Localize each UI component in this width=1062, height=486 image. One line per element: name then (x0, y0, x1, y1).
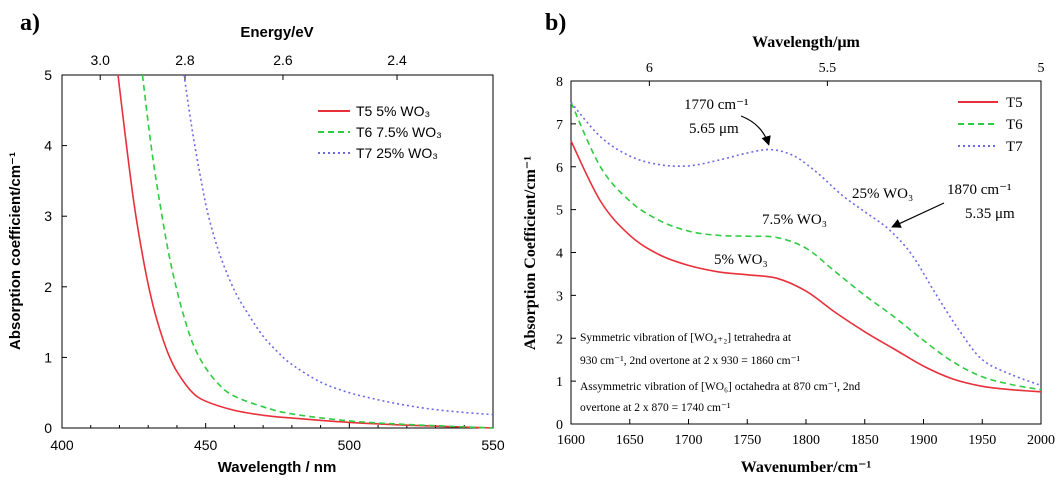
top-tick-label: 6 (646, 61, 653, 76)
x-tick-label: 1750 (733, 433, 761, 448)
x-tick-label: 1900 (910, 433, 938, 448)
annotation-1870-arrow (891, 202, 945, 228)
legend-label-1: T5 5% WO₃ (356, 103, 430, 119)
x-tick-label: 1600 (557, 433, 585, 448)
annotation-25pct: 25% WO₃ (852, 186, 913, 202)
y-tick-label: 1 (44, 349, 52, 365)
chart-b-xlabel: Wavenumber/cm⁻¹ (741, 459, 872, 476)
y-tick-label: 0 (556, 418, 563, 433)
y-tick-label: 4 (556, 247, 563, 262)
top-tick-label: 2.8 (175, 52, 195, 68)
x-tick-label: 1800 (792, 433, 820, 448)
y-tick-label: 8 (556, 75, 563, 90)
annotation-1870-line2: 5.35 μm (965, 206, 1015, 222)
x-tick-label: 1650 (616, 433, 644, 448)
x-tick-label: 550 (481, 437, 505, 453)
y-tick-label: 6 (556, 161, 563, 176)
x-tick-label: 1850 (851, 433, 879, 448)
series-line-2 (570, 102, 1042, 391)
x-tick-label: 1700 (675, 433, 703, 448)
y-tick-label: 5 (556, 204, 563, 219)
y-tick-label: 2 (556, 332, 563, 347)
chart-b-annotations: 1770 cm⁻¹ 5.65 μm 1870 cm⁻¹ 5.35 μm 25% WO₃ 7… (580, 97, 1015, 414)
chart-b-series (570, 101, 1042, 393)
x-tick-label: 450 (194, 437, 218, 453)
series-line-3 (183, 74, 494, 416)
chart-a-series (117, 74, 494, 429)
chart-a-top-axis-label: Energy/eV (240, 24, 313, 41)
note-symmetric-line2: 930 cm⁻¹, 2nd overtone at 2 x 930 = 1860… (580, 355, 801, 367)
y-tick-label: 2 (44, 279, 52, 295)
x-tick-label: 2000 (1027, 433, 1055, 448)
top-tick-label: 2.6 (273, 52, 293, 68)
chart-b-plot-frame (570, 80, 1042, 425)
y-tick-label: 3 (44, 208, 52, 224)
series-line-3 (570, 101, 1042, 387)
legend-label-2: T6 7.5% WO₃ (356, 124, 442, 140)
top-tick-label: 2.4 (387, 52, 407, 68)
legend-label-2: T6 (1006, 117, 1023, 133)
annotation-1870-line1: 1870 cm⁻¹ (947, 182, 1012, 198)
chart-a-plot-frame (61, 74, 494, 429)
annotation-5pct: 5% WO₃ (714, 252, 768, 268)
legend-label-3: T7 (1006, 139, 1023, 155)
note-asymmetric-line1: Assymmetric vibration of [WO₆] octahedra… (580, 381, 860, 393)
chart-b-ylabel: Absorption Coefficient/cm⁻¹ (522, 156, 539, 350)
y-tick-label: 4 (44, 138, 52, 154)
annotation-1770-arrow (740, 115, 771, 146)
y-tick-label: 1 (556, 375, 563, 390)
top-tick-label: 5.5 (819, 61, 837, 76)
chart-a: 400 450 500 550 0 1 2 3 4 5 3.0 2.8 2.6 2.4 T5 5% WO₃… (7, 24, 505, 476)
y-tick-label: 0 (44, 420, 52, 436)
annotation-1770-line2: 5.65 μm (689, 121, 739, 137)
legend-label-3: T7 25% WO₃ (356, 145, 438, 161)
note-symmetric-line1: Symmetric vibration of [WO₄₊₂] tetrahedr… (580, 332, 792, 344)
series-line-1 (570, 140, 1042, 393)
x-tick-label: 400 (50, 437, 74, 453)
chart-a-ylabel: Absorption coefficient/cm⁻¹ (7, 152, 24, 350)
chart-b-top-axis-label: Wavelength/μm (752, 34, 860, 51)
top-tick-label: 3.0 (90, 52, 110, 68)
x-tick-label: 500 (338, 437, 362, 453)
series-line-2 (141, 74, 494, 429)
y-tick-label: 5 (44, 67, 52, 83)
chart-a-xlabel: Wavelength / nm (218, 459, 337, 476)
legend-label-1: T5 (1006, 95, 1023, 111)
series-line-1 (117, 74, 494, 429)
y-tick-label: 7 (556, 118, 563, 133)
chart-b-ticks: 1600 1650 1700 1750 1800 1850 1900 1950 2000 0 1 2 3… (556, 61, 1055, 448)
chart-b: 1600 1650 1700 1750 1800 1850 1900 1950 2000 0 1 2 3… (522, 34, 1055, 476)
chart-a-ticks: 400 450 500 550 0 1 2 3 4 5 3.0 2.8 2.6 2.4 (44, 52, 505, 453)
note-asymmetric-line2: overtone at 2 x 870 = 1740 cm⁻¹ (580, 402, 731, 414)
annotation-1770-line1: 1770 cm⁻¹ (684, 97, 749, 113)
top-tick-label: 5 (1038, 61, 1045, 76)
annotation-7-5pct: 7.5% WO₃ (762, 212, 827, 228)
panel-b-label: b) (545, 10, 566, 36)
chart-b-legend: T5 T6 T7 (958, 95, 1023, 155)
x-tick-label: 1950 (968, 433, 996, 448)
panel-a-label: a) (20, 10, 40, 36)
chart-a-legend: T5 5% WO₃ T6 7.5% WO₃ T7 25% WO₃ (318, 103, 442, 161)
y-tick-label: 3 (556, 289, 563, 304)
